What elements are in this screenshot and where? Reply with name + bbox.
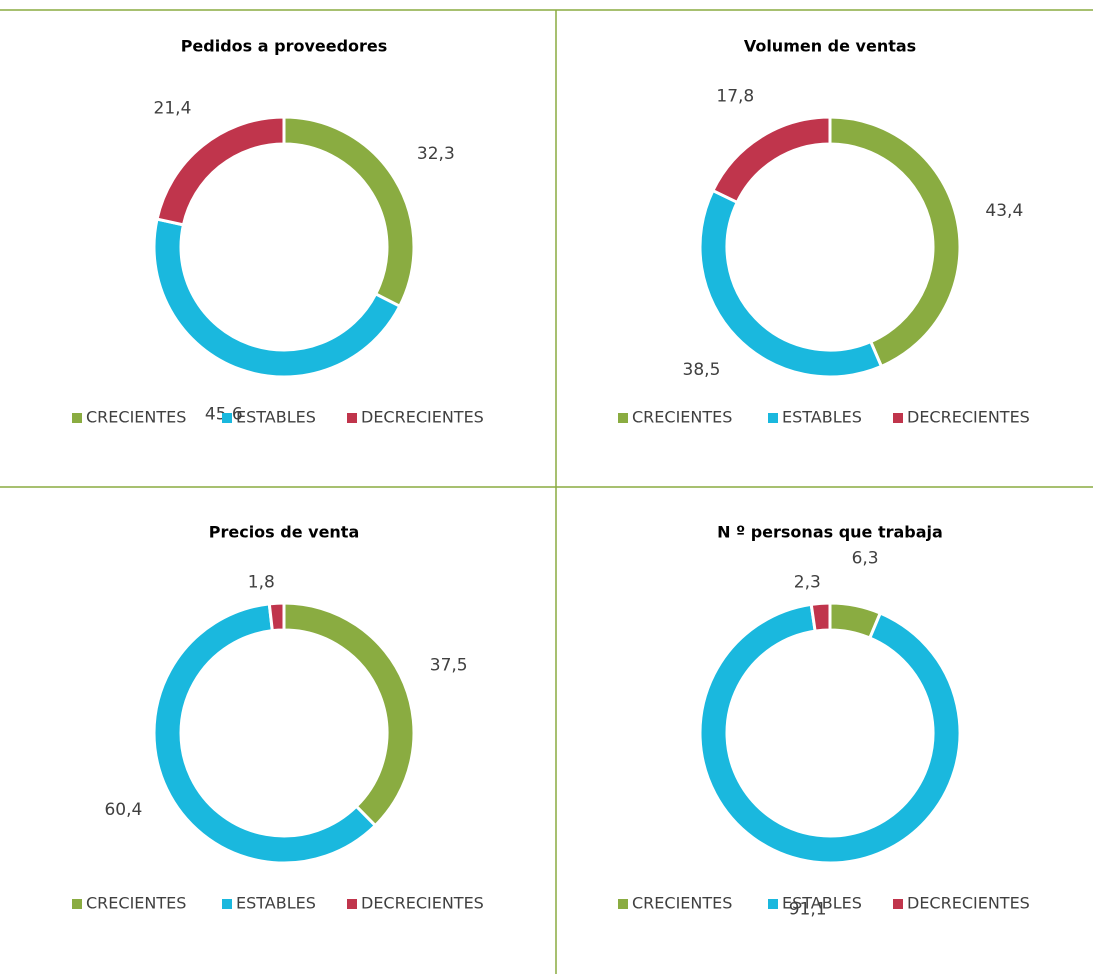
donut-segment — [698, 188, 884, 379]
data-label: 60,4 — [104, 800, 142, 820]
legend-swatch — [618, 899, 628, 909]
legend-label: DECRECIENTES — [907, 408, 1030, 427]
data-label: 32,3 — [417, 144, 455, 164]
legend-swatch — [222, 899, 232, 909]
legend-swatch — [618, 413, 628, 423]
legend-swatch — [768, 899, 778, 909]
legend-swatch — [72, 413, 82, 423]
donut-segment — [152, 217, 402, 379]
legend-swatch — [347, 899, 357, 909]
donut-segment — [155, 115, 286, 227]
donut-segment — [710, 115, 832, 205]
legend-swatch — [222, 413, 232, 423]
data-label: 21,4 — [154, 98, 192, 118]
legend-label: DECRECIENTES — [907, 894, 1030, 913]
legend-label: CRECIENTES — [632, 408, 732, 427]
legend-swatch — [893, 413, 903, 423]
data-label: 1,8 — [248, 573, 275, 593]
chart-title: N º personas que trabaja — [717, 523, 943, 542]
legend-label: ESTABLES — [782, 894, 862, 913]
data-label: 91,1 — [789, 900, 827, 920]
legend-label: DECRECIENTES — [361, 894, 484, 913]
legend-swatch — [768, 413, 778, 423]
legend-swatch — [72, 899, 82, 909]
data-label: 37,5 — [430, 655, 468, 675]
donut-segment — [809, 601, 832, 633]
legend-label: CRECIENTES — [86, 894, 186, 913]
chart-title: Pedidos a proveedores — [181, 37, 388, 56]
donut-segment — [282, 115, 416, 309]
donut-segment — [828, 115, 962, 369]
legend-swatch — [893, 899, 903, 909]
legend-label: CRECIENTES — [86, 408, 186, 427]
data-label: 43,4 — [985, 201, 1023, 221]
chart-title: Volumen de ventas — [744, 37, 916, 56]
legend-label: ESTABLES — [782, 408, 862, 427]
legend-swatch — [347, 413, 357, 423]
legend-label: ESTABLES — [236, 894, 316, 913]
data-label: 2,3 — [794, 573, 821, 593]
legend-label: ESTABLES — [236, 408, 316, 427]
legend-label: CRECIENTES — [632, 894, 732, 913]
donut-segment — [698, 602, 962, 865]
data-label: 17,8 — [716, 86, 754, 106]
donut-segment — [282, 601, 416, 828]
data-label: 38,5 — [683, 360, 721, 380]
donut-segment — [152, 602, 378, 865]
legend-label: DECRECIENTES — [361, 408, 484, 427]
donut-segment — [267, 601, 286, 633]
data-label: 6,3 — [852, 548, 879, 568]
chart-title: Precios de venta — [209, 523, 360, 542]
